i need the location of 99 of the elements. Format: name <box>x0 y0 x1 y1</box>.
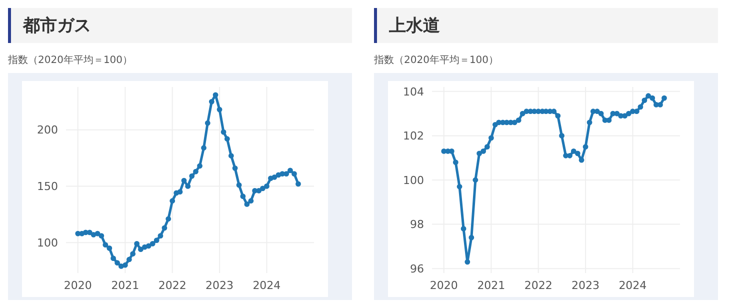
point <box>146 243 152 249</box>
point <box>460 226 466 232</box>
point <box>256 188 262 194</box>
point <box>260 186 266 192</box>
point <box>634 108 640 114</box>
point <box>567 152 572 158</box>
point <box>106 246 112 251</box>
point <box>456 184 462 190</box>
point <box>452 160 458 165</box>
x-tick-label: 2024 <box>618 278 647 292</box>
point <box>204 120 210 126</box>
point <box>154 238 160 244</box>
point <box>138 246 144 252</box>
x-tick-label: 2020 <box>64 278 92 292</box>
point <box>586 120 592 126</box>
y-tick-label: 100 <box>403 174 424 187</box>
y-tick-label: 100 <box>37 236 58 250</box>
y-tick-label: 104 <box>403 85 424 98</box>
point <box>216 106 222 112</box>
point <box>480 148 486 154</box>
point <box>166 216 172 222</box>
point <box>248 198 254 204</box>
point <box>224 136 230 142</box>
x-tick-label: 2023 <box>572 278 600 292</box>
point <box>570 148 576 154</box>
point <box>98 233 104 238</box>
point <box>236 182 242 188</box>
y-tick-label: 102 <box>403 130 424 143</box>
point <box>208 98 214 104</box>
point <box>177 189 183 195</box>
point <box>574 150 580 156</box>
point <box>232 165 238 171</box>
point <box>158 233 164 238</box>
point <box>559 133 564 138</box>
point <box>220 129 226 135</box>
point <box>114 260 120 266</box>
point <box>228 153 234 158</box>
point <box>638 104 644 110</box>
point <box>642 98 648 103</box>
point <box>650 95 656 101</box>
x-tick-label: 2020 <box>430 278 458 292</box>
x-tick-label: 2022 <box>158 278 186 292</box>
point <box>130 251 136 257</box>
point <box>658 102 663 108</box>
chart-title: 上水道 <box>374 8 718 43</box>
point <box>484 144 490 150</box>
x-tick-label: 2021 <box>477 278 506 292</box>
point <box>516 118 522 123</box>
point <box>240 194 246 200</box>
point <box>488 135 494 141</box>
point <box>288 168 293 174</box>
point <box>118 264 124 269</box>
point <box>272 174 278 180</box>
y-tick-label: 98 <box>410 218 424 232</box>
y-tick-label: 150 <box>37 180 58 194</box>
point <box>476 150 482 156</box>
point <box>264 184 270 189</box>
point <box>598 110 604 116</box>
point <box>292 171 297 176</box>
point <box>110 256 116 262</box>
point <box>662 95 667 101</box>
point <box>189 173 195 179</box>
y-axis-title: 指数（2020年平均＝100） <box>8 54 134 67</box>
point <box>551 108 557 114</box>
x-tick-label: 2023 <box>206 278 234 292</box>
point <box>185 184 191 189</box>
point <box>626 110 632 116</box>
point <box>94 230 100 236</box>
point <box>162 225 168 231</box>
x-tick-label: 2021 <box>111 278 140 292</box>
y-tick-label: 200 <box>37 124 58 137</box>
point <box>244 202 250 207</box>
point <box>181 178 187 184</box>
point <box>555 113 561 118</box>
point <box>468 234 474 240</box>
point <box>622 113 628 118</box>
y-axis-title: 指数（2020年平均＝100） <box>374 54 500 67</box>
point <box>284 171 290 176</box>
chart-title: 都市ガス <box>8 8 352 43</box>
point <box>197 163 202 169</box>
point <box>582 144 588 150</box>
y-tick-label: 96 <box>410 262 424 276</box>
point <box>150 240 156 246</box>
point <box>134 240 140 246</box>
x-tick-label: 2024 <box>252 278 281 292</box>
x-tick-label: 2022 <box>524 278 552 292</box>
point <box>646 93 652 99</box>
point <box>102 242 108 248</box>
point <box>201 145 206 151</box>
point <box>268 176 274 182</box>
point <box>464 259 470 265</box>
point <box>296 181 301 187</box>
point <box>472 177 478 183</box>
point <box>126 256 132 262</box>
point <box>170 198 176 204</box>
point <box>520 110 526 116</box>
point <box>193 168 198 174</box>
point <box>492 122 498 128</box>
point <box>122 262 128 268</box>
